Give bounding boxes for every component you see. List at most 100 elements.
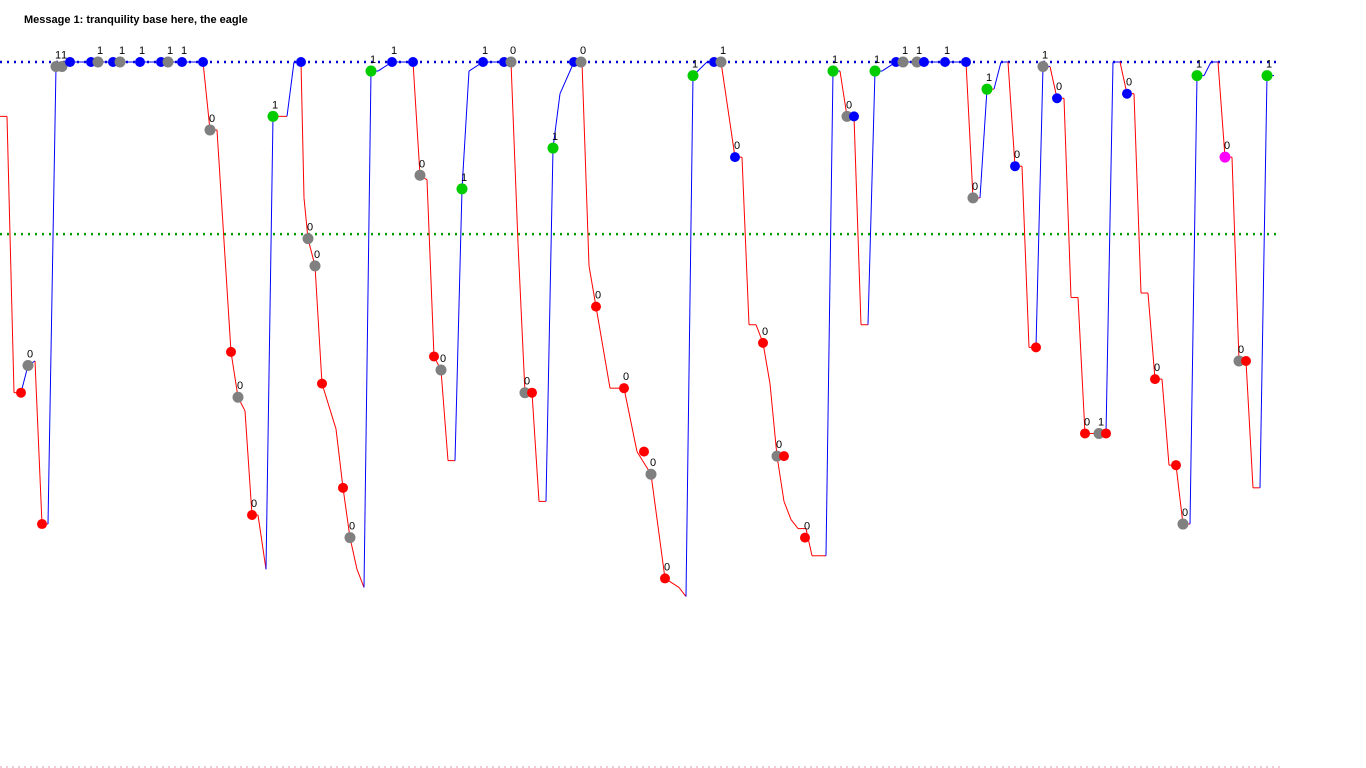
bit-label: 1 (944, 45, 950, 57)
trace-segment (720, 61, 736, 158)
trace-segment (1119, 61, 1128, 94)
bit-marker-neutral (1233, 355, 1245, 367)
bit-label: 1 (97, 45, 103, 57)
bit-label: 0 (349, 521, 355, 533)
trace-segment (426, 179, 435, 357)
bit-marker-high (1122, 88, 1132, 99)
trace-segment (244, 410, 253, 516)
bit-label: 1 (167, 45, 173, 57)
bit-marker-low (527, 387, 537, 398)
trace-segment (1245, 360, 1254, 488)
trace-segment (588, 265, 597, 307)
trace-segment (1161, 379, 1170, 466)
bit-label: 0 (1056, 81, 1062, 93)
trace-segment (685, 75, 694, 597)
bit-label: 1 (692, 59, 698, 71)
bit-label: 0 (1126, 77, 1132, 89)
trace-segment (1217, 61, 1226, 158)
bit-label: 0 (804, 521, 810, 533)
trace-segment (1007, 61, 1016, 167)
bit-label: 1 (832, 54, 838, 66)
bit-marker-neutral (505, 56, 517, 68)
bit-marker-threshold (827, 65, 839, 77)
trace-segment (356, 569, 365, 588)
bit-marker-low (338, 482, 348, 493)
bit-marker-low (619, 383, 629, 394)
bit-label: 1 (391, 45, 397, 57)
trace-segment (300, 61, 305, 198)
bit-label: 0 (307, 222, 313, 234)
bit-marker-high (730, 152, 740, 163)
bit-label: 0 (510, 45, 516, 57)
bit-marker-neutral (841, 110, 853, 122)
bit-label: 1 (916, 45, 922, 57)
bit-label: 0 (314, 249, 320, 261)
bit-marker-high (135, 57, 145, 67)
trace-segment (559, 61, 575, 94)
trace-segment (461, 71, 470, 189)
bit-label: 0 (623, 371, 629, 383)
bit-marker-neutral (114, 56, 126, 68)
bit-label: 0 (846, 99, 852, 111)
trace-segment (581, 61, 590, 266)
bit-marker-low (1080, 428, 1090, 439)
bit-labels: 0 1 1 1 1 1 1 1 0 0 0 1 0 0 0 1 1 0 0 1 1 0 0 1 0 0 0 0 0 1 1 0 0 0 0 1 0 1 1 1… (27, 45, 1272, 573)
bit-label: 1 (119, 45, 125, 57)
bit-marker-neutral (575, 56, 587, 68)
trace-segment (1049, 66, 1058, 99)
bit-label: 0 (650, 457, 656, 469)
bit-label: 0 (1014, 149, 1020, 161)
bit-label: 0 (580, 45, 586, 57)
bit-marker-low (779, 451, 789, 462)
trace-segment (440, 370, 449, 461)
bit-marker-neutral (344, 532, 356, 544)
bit-label: 1 (1266, 59, 1272, 71)
trace-segment (303, 197, 309, 239)
bit-marker-neutral (897, 56, 909, 68)
bit-marker-neutral (414, 169, 426, 181)
trace-segment (1035, 66, 1044, 348)
bit-label: 1 (272, 99, 278, 111)
trace-segment (762, 342, 771, 384)
bit-label: 1 (370, 54, 376, 66)
trace-segment (783, 501, 792, 520)
bit-marker-high (849, 111, 859, 122)
bit-label: 0 (1238, 344, 1244, 356)
trace-segment (650, 474, 666, 579)
trace-segment (595, 306, 611, 389)
trace-segment (216, 129, 232, 352)
bit-label: 1 (61, 50, 67, 62)
trace-segment (265, 116, 274, 570)
bit-marker-threshold (1261, 70, 1273, 82)
bit-marker-low (758, 337, 768, 348)
bit-marker-neutral (1177, 518, 1189, 530)
bit-marker-low (591, 301, 601, 312)
trace-segment (1147, 292, 1156, 380)
bit-marker-high (961, 57, 971, 67)
bit-marker-low (16, 387, 26, 398)
bit-marker-high (940, 57, 950, 67)
trace-segment (839, 70, 848, 117)
bit-label: 1 (1098, 416, 1104, 428)
bit-label: 1 (139, 45, 145, 57)
bit-marker-neutral (232, 391, 244, 403)
trace-segment (314, 265, 323, 384)
bit-label: 1 (874, 54, 880, 66)
bit-label: 1 (1042, 50, 1048, 62)
trace-segment (965, 61, 974, 198)
bit-marker-high (198, 57, 208, 67)
trace-segment (993, 61, 1002, 90)
trace-segment (1203, 61, 1212, 76)
trace-segment (825, 71, 834, 556)
bit-label: 0 (237, 380, 243, 392)
bit-marker-neutral (92, 56, 104, 68)
trace-segment (1175, 465, 1184, 525)
bit-marker-low (660, 573, 670, 584)
bit-marker-low (317, 378, 327, 389)
bit-marker-special (1219, 151, 1231, 163)
bit-label: 1 (986, 72, 992, 84)
bit-label: 0 (1182, 507, 1188, 519)
bit-marker-threshold (547, 142, 559, 154)
trace-segment (867, 71, 876, 325)
